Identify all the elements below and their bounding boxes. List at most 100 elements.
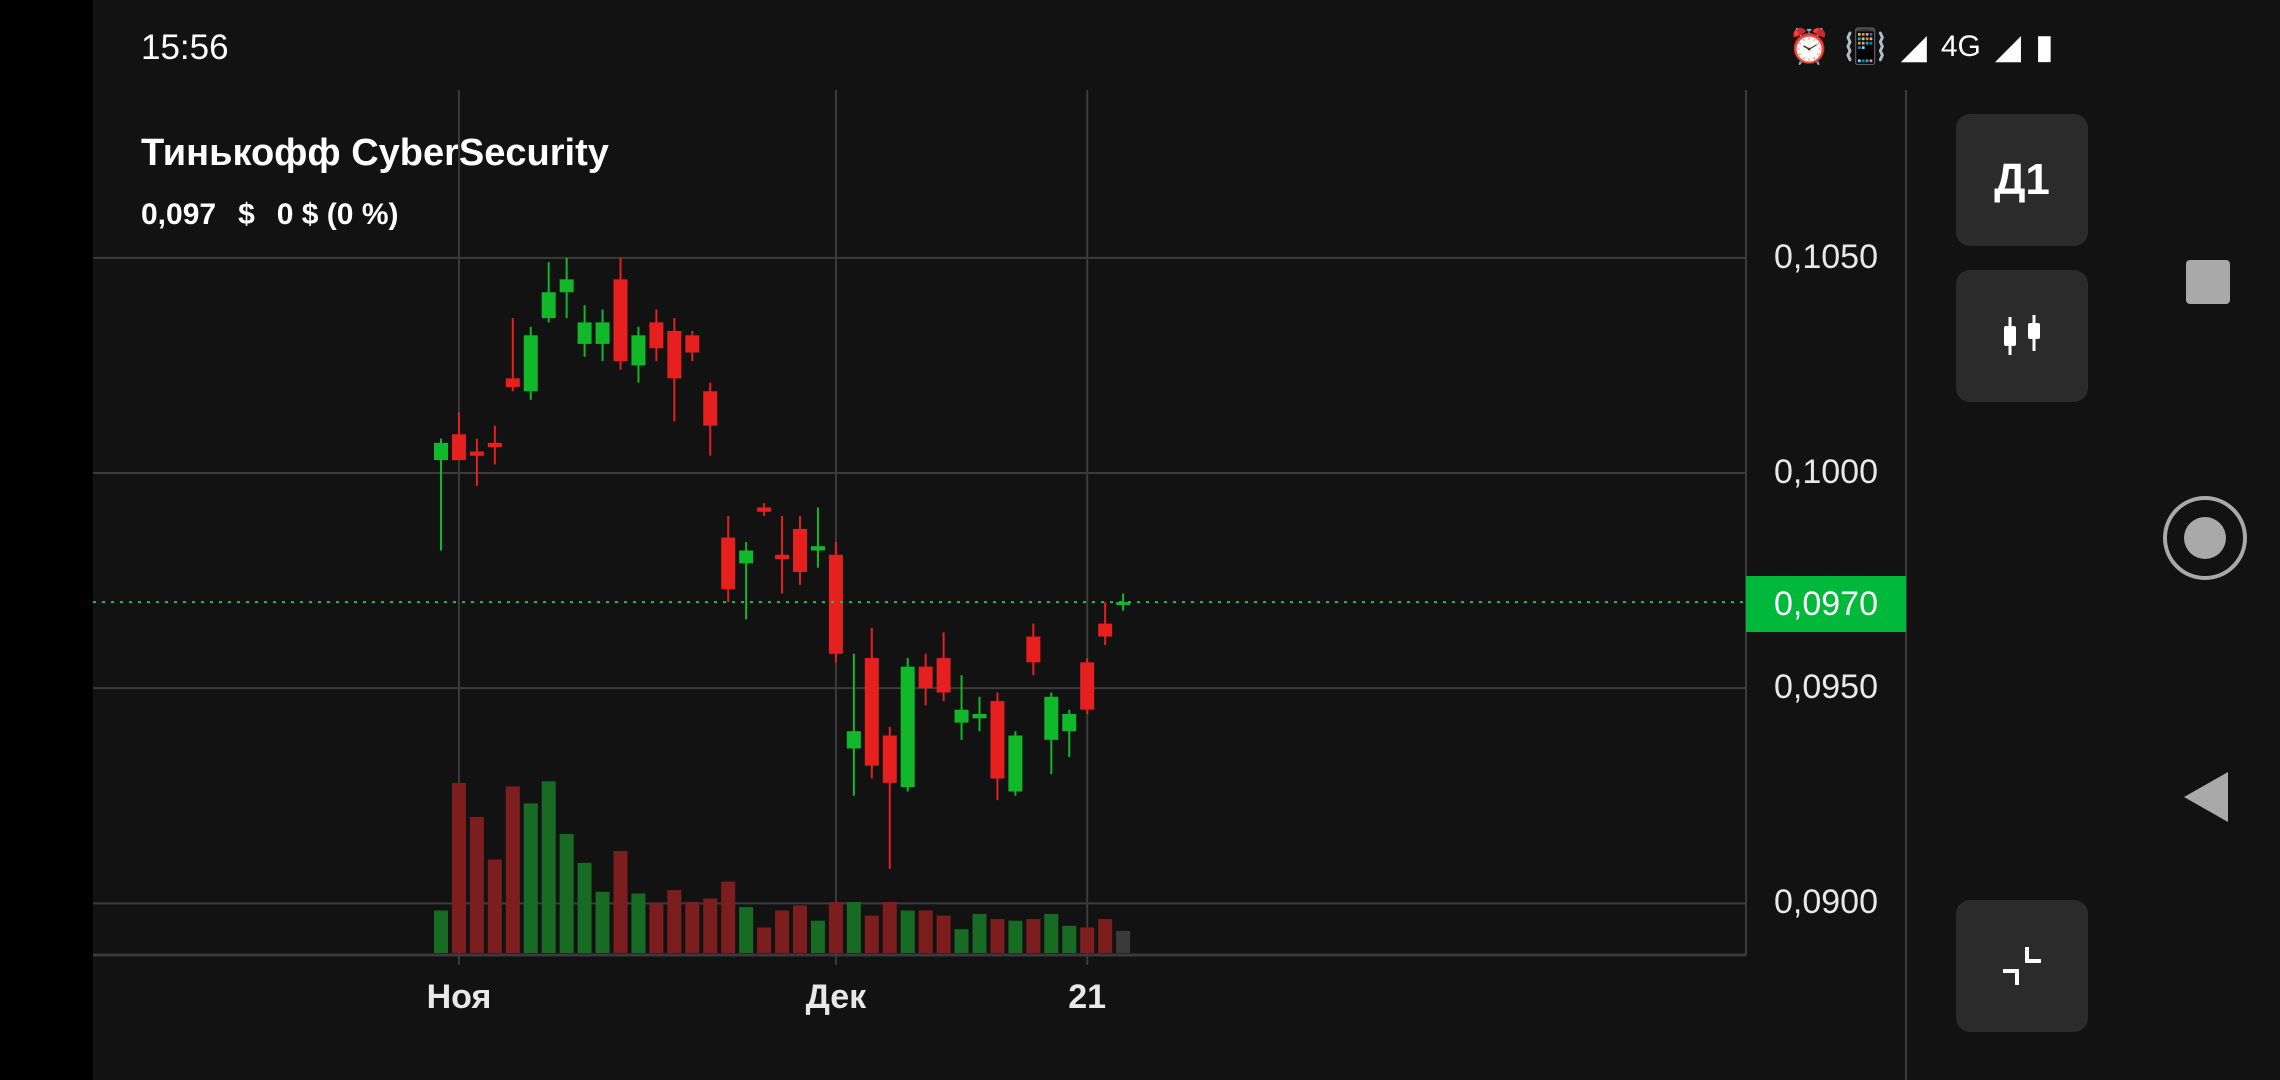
volume-bar	[882, 902, 897, 953]
volume-bar	[793, 905, 807, 953]
volume-bar	[954, 929, 969, 953]
x-tick-label: Дек	[805, 978, 867, 1016]
price-change: 0 $ (0 %)	[276, 198, 399, 231]
volume-bar	[595, 891, 610, 953]
status-time: 15:56	[141, 28, 229, 67]
candle-body	[685, 335, 700, 353]
candle-body	[739, 550, 754, 564]
candle-body	[577, 322, 592, 344]
volume-bar	[757, 927, 772, 953]
candle-body	[775, 554, 790, 560]
candle-body	[828, 554, 843, 654]
timeframe-button[interactable]: Д1	[1956, 114, 2088, 246]
battery-icon: ▮	[2035, 28, 2054, 66]
volume-bar	[487, 859, 502, 953]
volume-bar	[1026, 919, 1041, 953]
candle-body	[595, 322, 610, 344]
volume-bar	[523, 803, 538, 953]
y-tick-label: 0,0950	[1774, 668, 1878, 707]
volume-bar	[685, 902, 700, 953]
recents-icon[interactable]	[2186, 260, 2230, 304]
volume-bar	[721, 881, 736, 953]
candle-body	[864, 658, 879, 766]
volume-bar	[900, 910, 915, 953]
volume-bar	[434, 910, 448, 953]
chart-grid	[93, 90, 1907, 1080]
volume-bar	[864, 915, 879, 953]
volume-bars	[434, 781, 1131, 953]
volume-bar	[972, 913, 987, 953]
candle-body	[1080, 662, 1095, 710]
x-tick-label: Ноя	[426, 978, 492, 1016]
alarm-icon: ⏰	[1788, 28, 1831, 66]
x-tick-label: 21	[1068, 978, 1107, 1016]
candle-body	[757, 507, 772, 512]
y-tick-label: 0,0900	[1774, 883, 1878, 922]
volume-bar	[1044, 913, 1059, 953]
candle-body	[793, 528, 807, 572]
candle-body	[559, 279, 574, 293]
candle-body	[1044, 696, 1059, 740]
candle-body	[541, 292, 556, 319]
candle-body	[631, 335, 646, 366]
volume-bar	[505, 786, 520, 953]
volume-bar	[739, 907, 754, 953]
timeframe-label: Д1	[1994, 155, 2050, 204]
signal-icon: ◢	[1994, 28, 2022, 66]
candle-body	[505, 378, 520, 387]
volume-bar	[1080, 927, 1095, 953]
y-tick-label: 0,1050	[1774, 237, 1878, 276]
instrument-name: Тинькофф CyberSecurity	[141, 132, 609, 174]
back-icon[interactable]	[2184, 772, 2228, 822]
left-black-bar	[0, 0, 93, 1080]
chart-type-button[interactable]	[1956, 270, 2088, 402]
candle-body	[487, 442, 502, 448]
candle-body	[918, 666, 933, 689]
volume-bar	[703, 898, 718, 953]
candle-body	[1008, 735, 1023, 792]
candle-body	[1116, 602, 1131, 606]
candle-body	[846, 731, 861, 749]
price-value: 0,097	[141, 198, 217, 231]
candle-body	[954, 709, 969, 723]
volume-bar	[918, 910, 933, 953]
candle-body	[1026, 636, 1041, 663]
status-icons: ⏰ 📳 ◢ 4G ◢ ▮	[1788, 24, 2054, 70]
volume-bar	[990, 919, 1005, 953]
volume-bar	[775, 910, 790, 953]
volume-bar	[1098, 919, 1113, 953]
candle-body	[469, 451, 484, 456]
volume-bar	[577, 862, 592, 953]
volume-bar	[469, 817, 484, 953]
collapse-icon	[2003, 947, 2041, 985]
signal-icon: ◢	[1900, 28, 1927, 66]
candle-body	[451, 434, 466, 461]
volume-bar	[613, 851, 628, 953]
volume-bar	[541, 781, 556, 953]
candle-body	[434, 442, 448, 461]
volume-bar	[810, 920, 825, 953]
candle-body	[990, 701, 1005, 779]
volume-bar	[631, 893, 646, 953]
candle-body	[936, 658, 951, 693]
volume-bar	[1008, 920, 1023, 953]
volume-bar	[559, 834, 574, 953]
candle-body	[882, 735, 897, 783]
y-tick-label: 0,1000	[1774, 453, 1878, 491]
candle-body	[649, 322, 664, 349]
price-currency: $	[238, 198, 255, 231]
home-icon[interactable]	[2163, 496, 2247, 580]
candle-body	[667, 330, 682, 379]
collapse-button[interactable]	[1956, 900, 2088, 1032]
volume-bar	[451, 783, 466, 953]
vibrate-icon: 📳	[1844, 28, 1887, 66]
candle-body	[613, 279, 628, 362]
candle-body	[721, 537, 736, 590]
candles	[434, 257, 1131, 869]
current-price-tag: 0,0970	[1746, 576, 1906, 632]
candlestick-icon	[2004, 315, 2040, 355]
volume-bar	[846, 902, 861, 953]
volume-bar	[936, 915, 951, 953]
candle-body	[1098, 623, 1113, 637]
candle-body	[1062, 714, 1077, 732]
